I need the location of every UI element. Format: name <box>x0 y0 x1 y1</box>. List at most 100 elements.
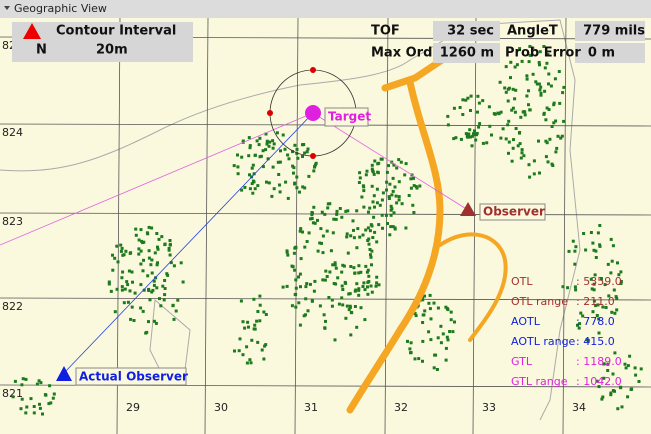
actual-observer-marker[interactable] <box>56 366 72 381</box>
tree <box>626 364 630 368</box>
tree <box>624 366 628 370</box>
tree <box>527 163 531 167</box>
tree <box>357 264 361 268</box>
tree <box>633 366 637 370</box>
tree <box>48 384 52 388</box>
easting-label: 34 <box>572 401 586 414</box>
tree <box>397 158 401 162</box>
tree <box>264 148 268 152</box>
tree <box>324 269 328 273</box>
northing-label: 822 <box>2 300 23 313</box>
tree <box>52 392 56 396</box>
tree <box>372 215 376 219</box>
tree <box>528 45 532 48</box>
tree <box>370 249 374 253</box>
tree <box>600 277 603 281</box>
tree <box>149 263 153 267</box>
tree <box>507 119 511 123</box>
tree <box>355 209 359 213</box>
tree <box>151 288 155 292</box>
tree <box>113 256 117 260</box>
tree <box>129 317 133 321</box>
tree <box>515 63 519 67</box>
tree <box>163 287 167 290</box>
tree <box>38 402 41 406</box>
tree <box>413 312 417 315</box>
tree <box>301 230 304 234</box>
tree <box>294 245 298 249</box>
tree <box>258 319 262 323</box>
tree <box>409 186 413 190</box>
tree <box>368 248 372 251</box>
tree <box>139 249 143 253</box>
tree <box>375 275 379 279</box>
tree <box>358 171 362 175</box>
tree <box>357 287 361 291</box>
tree <box>293 181 297 185</box>
tree <box>618 385 622 389</box>
tree <box>371 236 375 239</box>
tree <box>639 367 643 371</box>
tree <box>111 253 114 257</box>
tree <box>372 194 376 198</box>
tree <box>333 263 337 267</box>
tree <box>370 167 374 171</box>
tree <box>303 245 307 249</box>
tree <box>240 155 244 159</box>
collapse-icon[interactable] <box>4 6 10 10</box>
tree <box>506 87 510 91</box>
tree <box>278 190 282 194</box>
target-label-box <box>324 107 369 127</box>
tree <box>29 397 33 401</box>
tree <box>272 142 276 146</box>
tree <box>345 304 349 308</box>
tree <box>554 119 558 123</box>
tree <box>566 286 570 290</box>
tree <box>619 282 623 285</box>
tree <box>592 288 596 292</box>
tree <box>286 196 290 200</box>
tree <box>542 111 546 115</box>
tree <box>292 171 295 175</box>
stat-label: TOF <box>371 24 400 39</box>
easting-label: 33 <box>482 401 496 414</box>
circle-point <box>310 67 316 73</box>
tree <box>589 277 593 281</box>
northing-label: 823 <box>2 215 23 228</box>
tree <box>366 226 370 230</box>
tree <box>509 60 513 64</box>
tree <box>577 326 581 330</box>
tree <box>400 202 404 206</box>
tree <box>150 290 154 294</box>
tree <box>150 226 154 230</box>
tree <box>120 276 124 280</box>
tree <box>248 146 252 150</box>
tree <box>359 306 363 310</box>
tree <box>444 346 448 350</box>
observer-marker[interactable] <box>460 202 476 216</box>
tree <box>421 296 424 300</box>
tree <box>159 304 163 308</box>
tree <box>163 242 167 246</box>
tree <box>369 255 373 259</box>
tree <box>637 380 641 383</box>
tree <box>291 150 294 154</box>
tree <box>377 223 381 227</box>
tree <box>353 271 357 275</box>
tree <box>115 287 119 291</box>
tree <box>24 377 28 381</box>
tree <box>609 271 613 275</box>
tree <box>535 82 539 86</box>
tree <box>449 310 453 314</box>
tree <box>162 298 166 302</box>
circle-point <box>310 153 316 159</box>
tree <box>312 169 316 173</box>
tree <box>132 319 136 322</box>
tree <box>394 194 398 198</box>
tree <box>512 138 515 142</box>
tree <box>476 94 480 98</box>
tree <box>324 319 327 323</box>
tree <box>433 353 437 357</box>
target-marker[interactable] <box>305 105 321 121</box>
tree <box>243 185 247 189</box>
